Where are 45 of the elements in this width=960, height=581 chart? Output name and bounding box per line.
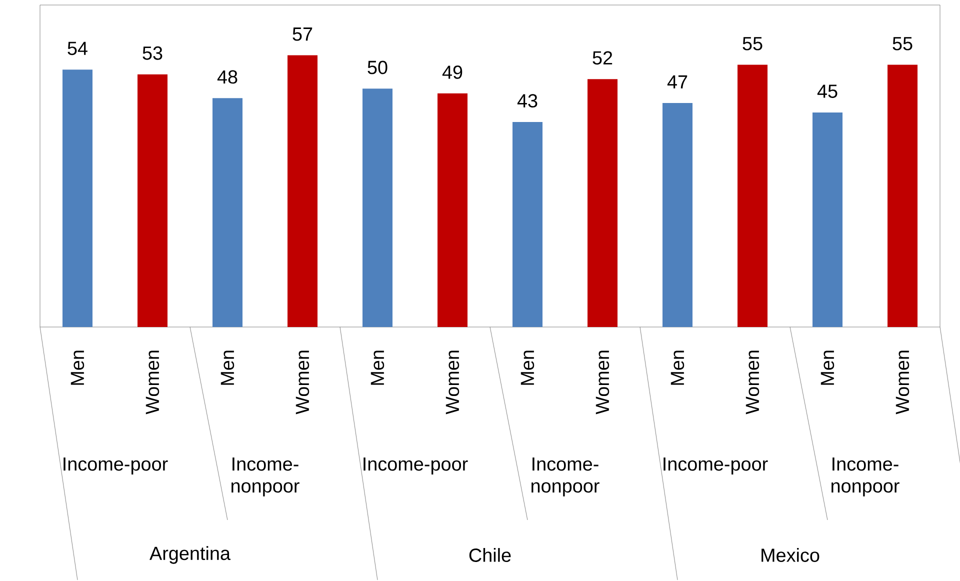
- x-tick-label: Men: [220, 350, 234, 385]
- data-label: 57: [292, 28, 312, 41]
- text: Income-poor: [664, 458, 768, 474]
- bar: [138, 74, 168, 327]
- data-label: 50: [368, 60, 388, 74]
- bar: [588, 79, 618, 327]
- text: Chile: [469, 548, 511, 562]
- data-label: 45: [817, 84, 838, 98]
- x-tick-label: Men: [520, 350, 534, 385]
- data-label: 55: [742, 37, 762, 50]
- x-tick-label: Men: [370, 350, 384, 385]
- bar: [212, 98, 243, 327]
- data-label: 55: [892, 37, 912, 50]
- text: Income-poor: [64, 458, 168, 474]
- x-tick-label: Women: [446, 350, 460, 414]
- text: Income-nonpoor: [232, 458, 300, 496]
- text: Mexico: [762, 548, 820, 562]
- data-label: 48: [217, 70, 238, 84]
- data-label: 53: [142, 46, 162, 60]
- bar: [812, 112, 843, 327]
- bar: [888, 64, 918, 327]
- data-label: 43: [517, 94, 538, 108]
- x-tick-label: Women: [896, 350, 910, 414]
- x-tick-label: Women: [746, 350, 760, 414]
- bar: [662, 102, 693, 327]
- x-tick-label: Men: [670, 350, 684, 385]
- bar: [512, 122, 543, 327]
- data-label: 54: [68, 42, 88, 56]
- data-label: 49: [442, 65, 462, 79]
- bar: [362, 88, 393, 327]
- bar: [288, 55, 318, 327]
- x-tick-label: Women: [596, 350, 610, 414]
- data-label: 47: [667, 75, 688, 88]
- x-tick-label: Men: [820, 350, 834, 385]
- x-tick-label: Women: [146, 350, 160, 414]
- text: Income-nonpoor: [832, 458, 900, 496]
- data-label: 52: [592, 51, 612, 65]
- bar: [438, 93, 468, 327]
- text: Income-nonpoor: [532, 458, 600, 496]
- text: Income-poor: [364, 458, 468, 474]
- text: Argentina: [150, 546, 231, 564]
- bar: [738, 64, 768, 327]
- x-tick-label: Women: [296, 350, 310, 414]
- bar: [62, 70, 92, 327]
- x-tick-label: Men: [70, 350, 84, 385]
